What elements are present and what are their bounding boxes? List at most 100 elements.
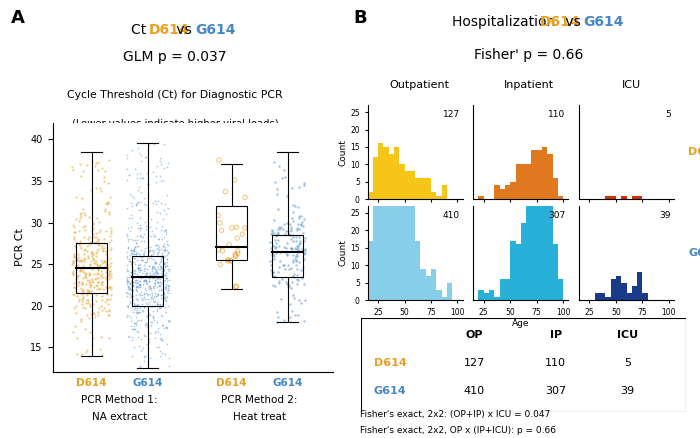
Point [141,202,152,209]
Point [136,275,147,282]
Point [126,268,137,275]
Point [68,260,79,267]
Point [106,260,117,267]
Point [140,287,151,294]
Point [153,246,164,253]
Point [106,286,117,293]
Point [138,345,149,352]
Point [161,163,172,170]
Point [149,259,160,266]
Point [160,296,171,303]
Point [155,265,167,272]
Point [281,192,293,199]
Point [284,314,295,321]
Point [291,261,302,268]
Bar [479,196,484,199]
Text: 5: 5 [666,110,671,119]
Point [72,257,83,264]
Point [90,260,101,267]
Point [126,282,137,289]
Bar [421,178,426,199]
Point [122,284,133,291]
Point [146,296,157,303]
Point [290,256,302,263]
Point [155,287,167,294]
Point [97,165,108,172]
Point [139,303,150,310]
Point [213,212,224,219]
Point [150,259,161,266]
Point [150,260,161,267]
Point [68,284,79,291]
Point [84,260,95,267]
Point [128,269,139,276]
Point [135,281,146,288]
Point [125,258,136,265]
Point [158,240,169,247]
Point [163,316,174,323]
Point [290,252,302,259]
Bar [415,241,421,300]
Point [92,279,104,286]
Bar [494,297,500,300]
Point [151,328,162,335]
Point [141,277,152,284]
Point [153,236,164,243]
Point [132,318,143,325]
Point [156,321,167,328]
Point [142,300,153,307]
Point [290,245,302,252]
Point [134,277,146,284]
Point [146,293,158,300]
Point [139,219,150,226]
Point [130,278,141,285]
Point [92,238,104,245]
Point [142,243,153,250]
Point [104,296,115,303]
Point [160,271,172,278]
Point [147,307,158,314]
Point [136,233,147,240]
Point [287,291,298,298]
Point [138,268,149,275]
Point [91,214,102,221]
Point [97,306,108,313]
Point [136,347,147,354]
Point [155,348,166,355]
Point [141,321,152,328]
Point [86,248,97,255]
Point [137,233,148,240]
Point [125,199,136,206]
Point [281,244,292,251]
Bar [368,241,373,300]
Point [139,304,150,311]
Point [141,290,152,297]
Point [121,254,132,261]
Point [292,243,303,250]
Point [148,246,160,253]
Point [127,279,139,286]
Point [100,227,111,234]
Point [84,213,95,220]
Point [125,322,136,329]
Point [132,284,144,291]
Point [293,183,304,190]
Point [68,279,79,286]
Point [151,301,162,308]
Point [151,276,162,283]
Point [299,296,310,303]
Bar [537,151,542,199]
Point [153,283,164,290]
Point [80,274,92,281]
Point [149,258,160,265]
Point [160,277,171,284]
Point [99,258,110,265]
Point [151,269,162,276]
Point [132,219,143,226]
Point [269,252,280,259]
Point [131,310,142,317]
Point [78,304,89,311]
Point [223,256,234,263]
Point [155,155,166,162]
Point [277,261,288,268]
